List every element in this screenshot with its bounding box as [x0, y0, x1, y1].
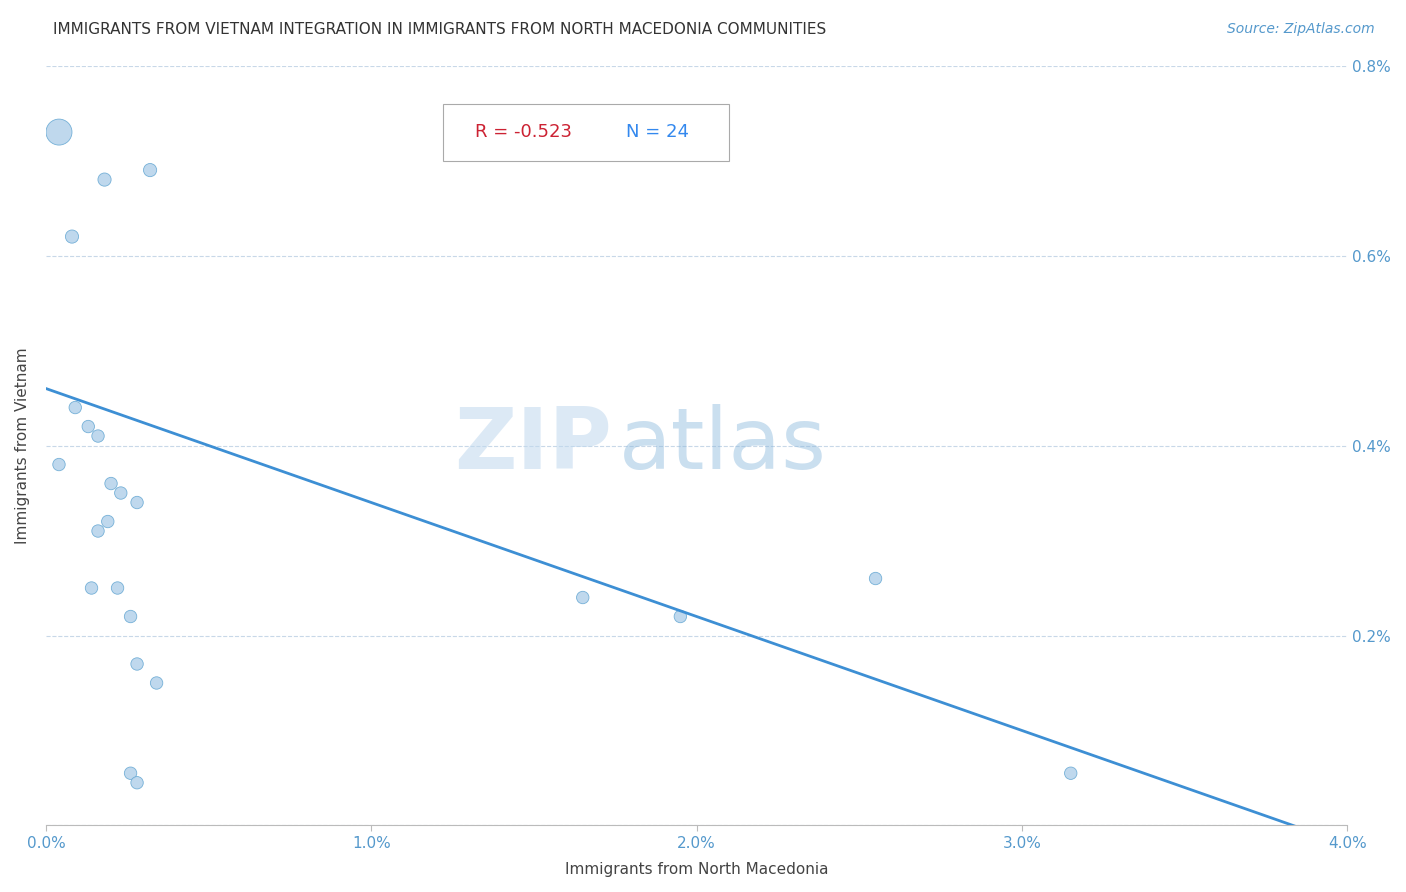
Point — [571, 591, 593, 605]
Point — [65, 401, 87, 415]
Point — [100, 476, 122, 491]
Point — [48, 458, 70, 472]
Point — [77, 419, 100, 434]
Y-axis label: Immigrants from Vietnam: Immigrants from Vietnam — [15, 347, 30, 544]
Point — [120, 766, 142, 780]
Text: Source: ZipAtlas.com: Source: ZipAtlas.com — [1227, 22, 1375, 37]
Point — [865, 572, 887, 586]
Point — [125, 495, 148, 509]
Text: atlas: atlas — [619, 404, 827, 487]
Point — [145, 676, 167, 690]
Point — [80, 581, 103, 595]
Text: IMMIGRANTS FROM VIETNAM INTEGRATION IN IMMIGRANTS FROM NORTH MACEDONIA COMMUNITI: IMMIGRANTS FROM VIETNAM INTEGRATION IN I… — [53, 22, 827, 37]
Point — [120, 609, 142, 624]
Point — [110, 486, 132, 500]
Point — [93, 172, 115, 186]
Point — [87, 429, 110, 443]
Text: ZIP: ZIP — [454, 404, 612, 487]
X-axis label: Immigrants from North Macedonia: Immigrants from North Macedonia — [565, 862, 828, 877]
Point — [1060, 766, 1083, 780]
Point — [125, 657, 148, 671]
Point — [669, 609, 692, 624]
Point — [139, 163, 162, 178]
Point — [107, 581, 129, 595]
Point — [48, 125, 70, 139]
Point — [125, 775, 148, 789]
Point — [60, 229, 83, 244]
Point — [97, 515, 120, 529]
Text: N = 24: N = 24 — [626, 123, 689, 141]
FancyBboxPatch shape — [443, 103, 730, 161]
Point — [87, 524, 110, 538]
Text: R = -0.523: R = -0.523 — [475, 123, 571, 141]
